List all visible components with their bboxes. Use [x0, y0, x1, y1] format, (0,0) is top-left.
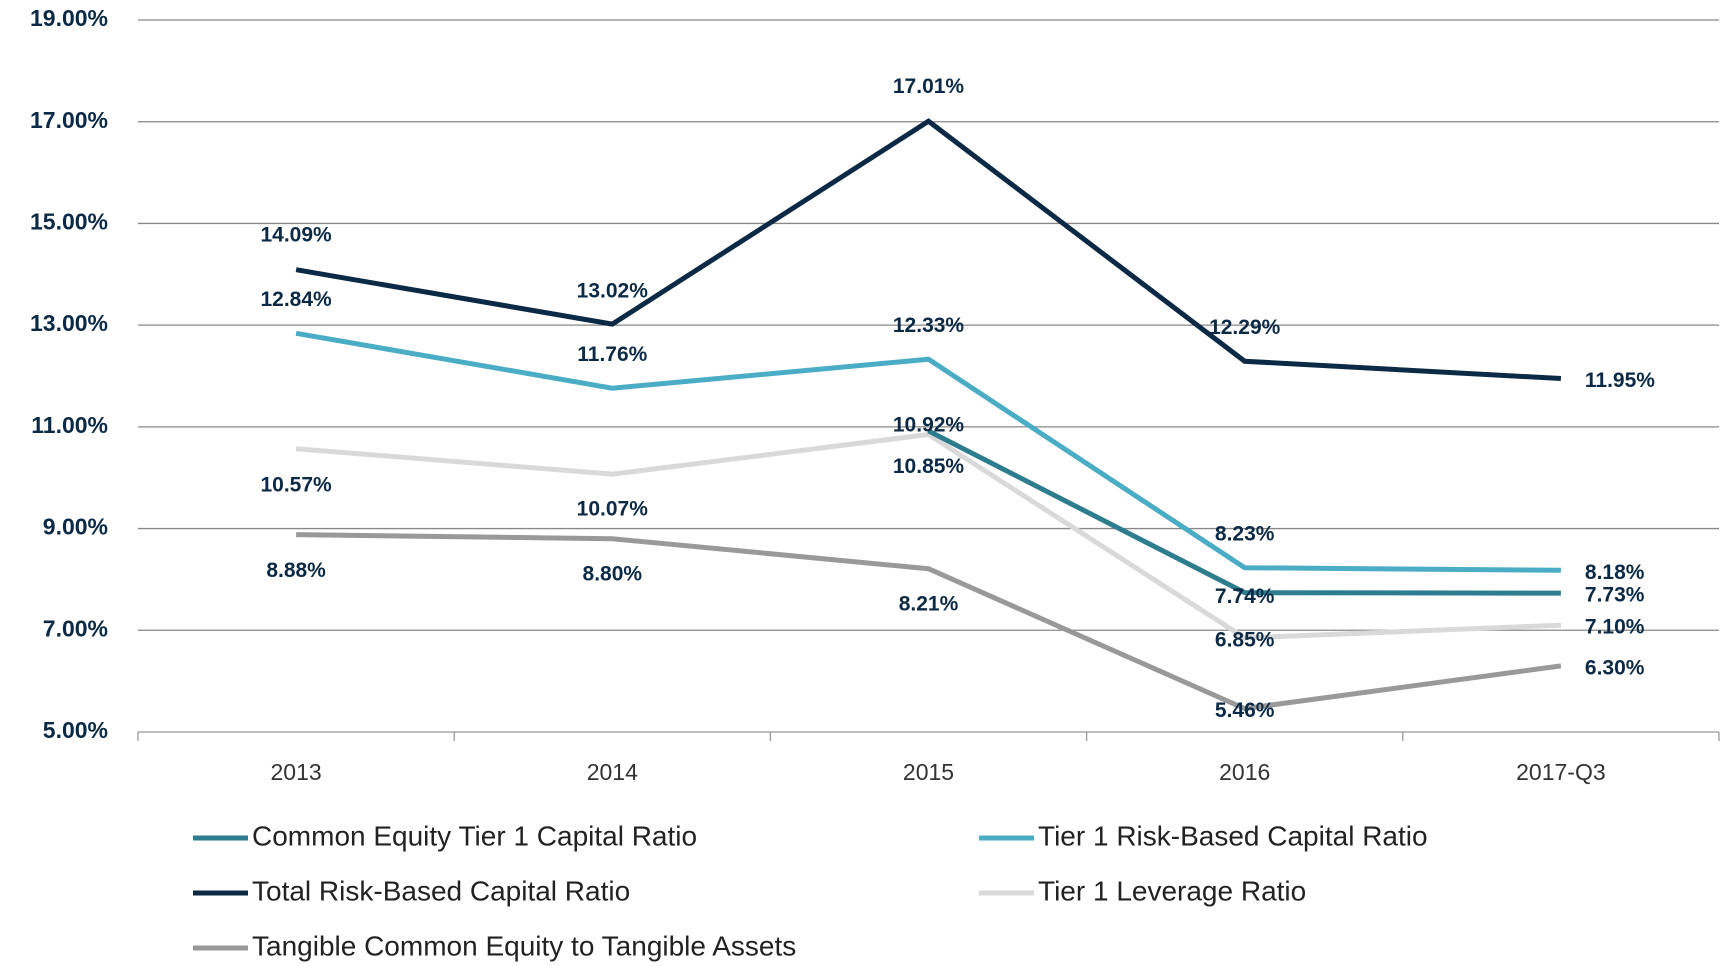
data-label: 12.84% — [260, 288, 332, 311]
data-label: 13.02% — [577, 280, 649, 303]
data-label: 8.80% — [583, 562, 643, 585]
data-label: 10.57% — [260, 473, 332, 496]
x-tick-label: 2016 — [1219, 759, 1270, 785]
y-tick-label: 13.00% — [30, 310, 108, 336]
x-tick-label: 2014 — [587, 759, 638, 785]
series-line — [927, 428, 1561, 596]
legend-label: Tangible Common Equity to Tangible Asset… — [252, 930, 796, 961]
data-label: 17.01% — [893, 75, 965, 98]
data-label: 10.85% — [893, 455, 965, 478]
data-label: 6.85% — [1215, 628, 1275, 651]
data-label: 6.30% — [1585, 656, 1645, 679]
y-tick-label: 15.00% — [30, 209, 108, 235]
series-line — [296, 532, 1562, 712]
y-tick-label: 5.00% — [43, 717, 108, 743]
data-label: 7.10% — [1585, 616, 1645, 639]
y-tick-label: 9.00% — [43, 514, 108, 540]
legend-label: Common Equity Tier 1 Capital Ratio — [252, 820, 697, 851]
y-tick-label: 19.00% — [30, 5, 108, 31]
series-line — [295, 118, 1562, 382]
series-line — [295, 330, 1561, 573]
legend-label: Tier 1 Risk-Based Capital Ratio — [1038, 820, 1428, 851]
data-label: 11.95% — [1585, 369, 1655, 392]
data-label: 14.09% — [260, 223, 332, 246]
y-tick-label: 7.00% — [43, 615, 108, 641]
data-label: 12.33% — [893, 314, 965, 337]
data-label: 8.88% — [266, 559, 326, 582]
x-tick-label: 2017-Q3 — [1516, 759, 1606, 785]
x-tick-label: 2013 — [271, 759, 322, 785]
data-label: 7.74% — [1215, 585, 1275, 608]
data-label: 8.21% — [899, 592, 959, 615]
data-label: 11.76% — [577, 343, 647, 366]
series-line — [295, 431, 1562, 641]
data-label: 10.07% — [577, 498, 649, 521]
data-label: 8.18% — [1585, 561, 1645, 584]
data-label: 10.92% — [893, 413, 965, 436]
x-tick-label: 2015 — [903, 759, 954, 785]
legend-label: Total Risk-Based Capital Ratio — [252, 875, 630, 906]
data-label: 5.46% — [1215, 699, 1275, 722]
data-label: 12.29% — [1209, 316, 1281, 339]
y-tick-label: 11.00% — [31, 412, 108, 438]
data-label: 8.23% — [1215, 522, 1275, 545]
legend-label: Tier 1 Leverage Ratio — [1038, 875, 1306, 906]
y-tick-label: 17.00% — [30, 107, 108, 133]
data-label: 7.73% — [1585, 584, 1645, 607]
